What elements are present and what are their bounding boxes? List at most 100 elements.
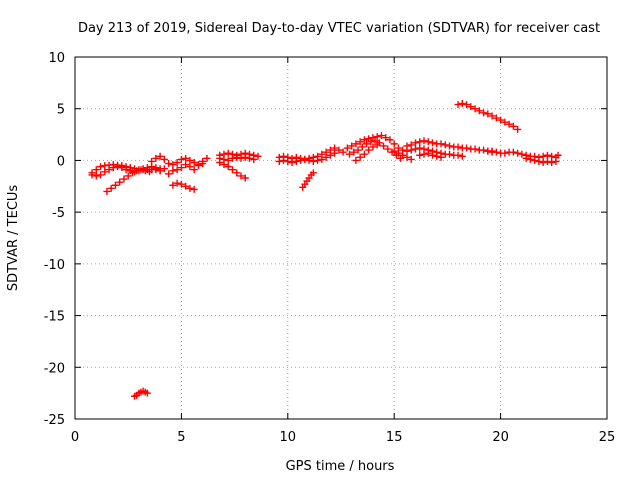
data-point <box>169 167 177 175</box>
data-point <box>194 162 202 170</box>
data-point <box>224 163 232 171</box>
data-point <box>122 166 130 174</box>
y-tick-label: -5 <box>52 206 65 221</box>
data-point <box>471 145 479 153</box>
data-point <box>322 153 330 161</box>
data-point <box>280 156 288 164</box>
grid <box>75 57 607 419</box>
data-point <box>360 150 368 158</box>
data-point <box>467 103 475 111</box>
data-point <box>346 150 354 158</box>
data-point <box>480 146 488 154</box>
data-point <box>97 163 105 171</box>
data-point <box>488 112 496 120</box>
data-point <box>548 158 556 166</box>
data-point <box>148 157 156 165</box>
data-point <box>514 149 522 157</box>
data-point <box>390 147 398 155</box>
data-point <box>143 389 151 397</box>
data-point <box>128 169 136 177</box>
data-point <box>424 138 432 146</box>
axis-ticks: 0 5 10 15 20 25 10 5 0 -5 -10 -15 -20 -25 <box>44 51 616 445</box>
data-point <box>314 156 322 164</box>
data-point <box>173 166 181 174</box>
data-point <box>484 110 492 118</box>
data-point <box>416 151 424 159</box>
data-point <box>301 155 309 163</box>
data-point <box>386 136 394 144</box>
data-point <box>186 156 194 164</box>
data-point <box>552 157 560 165</box>
data-point <box>543 151 551 159</box>
data-point <box>335 146 343 154</box>
data-point <box>369 143 377 151</box>
data-point <box>326 151 334 159</box>
data-point <box>343 144 351 152</box>
data-point <box>380 142 388 150</box>
data-point <box>182 182 190 190</box>
data-point <box>297 156 305 164</box>
data-point <box>480 109 488 117</box>
data-point <box>539 152 547 160</box>
y-tick-label: -10 <box>44 258 65 273</box>
plot-frame <box>74 56 608 420</box>
data-point <box>92 172 100 180</box>
data-point <box>165 170 173 178</box>
data-point <box>275 157 283 165</box>
data-point <box>356 153 364 161</box>
data-point <box>156 152 164 160</box>
data-point <box>382 134 390 142</box>
data-point <box>103 187 111 195</box>
data-points <box>88 100 562 400</box>
data-point <box>109 164 117 172</box>
data-point <box>169 161 177 169</box>
data-point <box>554 151 562 159</box>
data-point <box>241 174 249 182</box>
data-point <box>441 141 449 149</box>
data-point <box>454 101 462 109</box>
data-point <box>420 137 428 145</box>
data-point <box>339 148 347 156</box>
data-point <box>505 120 513 128</box>
data-point <box>137 166 145 174</box>
data-point <box>522 154 530 162</box>
data-point <box>165 160 173 168</box>
data-point <box>309 157 317 165</box>
x-tick-label: 25 <box>599 430 616 445</box>
data-point <box>173 158 181 166</box>
data-point <box>318 155 326 163</box>
data-point <box>492 148 500 156</box>
data-point <box>390 140 398 148</box>
data-point <box>373 141 381 149</box>
data-point <box>237 172 245 180</box>
data-point <box>224 149 232 157</box>
data-point <box>354 146 362 154</box>
data-point <box>501 149 509 157</box>
data-point <box>216 154 224 162</box>
data-point <box>254 152 262 160</box>
data-point <box>160 165 168 173</box>
x-tick-label: 10 <box>280 430 297 445</box>
data-point <box>394 149 402 157</box>
y-tick-label: 5 <box>57 103 65 118</box>
x-axis-label: GPS time / hours <box>286 459 395 474</box>
data-point <box>416 138 424 146</box>
data-point <box>152 154 160 162</box>
data-point <box>245 154 253 162</box>
data-point <box>288 158 296 166</box>
data-point <box>377 132 385 140</box>
data-point <box>356 138 364 146</box>
data-point <box>407 155 415 163</box>
data-point <box>177 180 185 188</box>
data-point <box>548 152 556 160</box>
data-point <box>399 151 407 159</box>
data-point <box>284 157 292 165</box>
data-point <box>539 158 547 166</box>
chart-title: Day 213 of 2019, Sidereal Day-to-day VTE… <box>78 21 600 36</box>
data-point <box>116 178 124 186</box>
data-point <box>199 160 207 168</box>
data-point <box>514 125 522 133</box>
data-point <box>182 161 190 169</box>
data-point <box>371 137 379 145</box>
data-point <box>111 181 119 189</box>
